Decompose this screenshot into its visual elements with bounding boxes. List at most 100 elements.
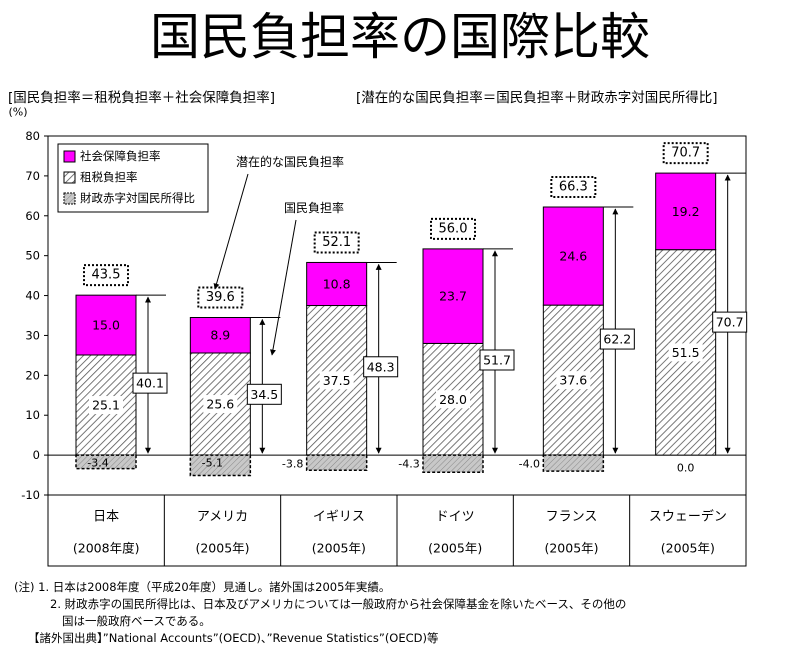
social-value-label: 24.6 [559,249,587,264]
bar-social-security [189,316,251,354]
tax-value-label: 37.5 [323,373,351,388]
category-label: フランス [546,510,598,525]
y-tick-label: 60 [25,209,40,223]
legend-label: 租税負担率 [80,170,138,184]
category-label: アメリカ [197,510,248,525]
note-1: (注) 1. 日本は2008年度（平成20年度）見通し。諸外国は2005年実績。 [14,580,391,594]
annotation-national-arrow [269,219,297,356]
legend-label: 社会保障負担率 [80,149,161,163]
national-burden-label-box [132,372,168,394]
deficit-value-label: -4.0 [519,458,540,471]
potential-burden-label-box [550,176,597,199]
potential-burden-label: 43.5 [92,268,121,283]
national-burden-label-box [712,311,748,333]
social-value-label: 15.0 [92,318,120,333]
note-2-cont: 国は一般政府ベースである。 [62,614,211,628]
potential-burden-label: 52.1 [322,235,351,250]
bar-social-security [75,294,137,356]
tax-label-bg [89,396,123,415]
y-tick-label: 10 [25,408,40,422]
deficit-value-label: -5.1 [202,457,223,470]
national-burden-label-box [363,356,399,378]
tax-value-label: 28.0 [439,392,467,407]
bar-deficit [422,454,484,474]
potential-burden-label-box [430,217,476,240]
bar-deficit [75,454,137,470]
bar-social-security [306,261,368,307]
y-tick-label: 70 [25,169,40,183]
potential-burden-label: 39.6 [206,290,235,305]
tax-label-bg [436,390,470,409]
tax-label-bg [203,395,238,414]
bar-social-security [422,248,484,344]
bar-social-security [542,206,604,306]
note-source: 【諸外国出典】”National Accounts”(OECD)、”Revenu… [28,631,439,645]
y-tick-label: 40 [25,289,40,303]
bar-deficit [189,454,252,477]
tax-value-label: 25.1 [92,398,120,413]
note-2: 2. 財政赤字の国民所得比は、日本及びアメリカについては一般政府から社会保障基金… [50,597,627,611]
potential-burden-label-box [197,286,244,309]
tax-label-bg [556,371,591,390]
national-burden-label: 40.1 [136,376,164,391]
category-label: ドイツ [436,510,475,525]
annotation-national: 国民負担率 [284,200,344,215]
potential-burden-label-box [662,142,709,165]
category-year-label: (2005年) [312,541,366,556]
deficit-value-label: -3.8 [282,458,303,471]
national-burden-label: 62.2 [603,332,631,347]
potential-burden-label-box [313,231,360,254]
y-tick-label: 80 [25,129,40,143]
y-tick-label: 50 [25,249,40,263]
category-year-label: (2005年) [544,541,598,556]
national-burden-label-box [246,383,282,405]
bar-deficit [305,454,368,472]
legend-swatch [63,150,76,163]
tax-value-label: 51.5 [672,345,700,360]
annotation-potential: 潜在的な国民負担率 [236,154,344,169]
social-value-label: 19.2 [672,204,700,219]
legend-swatch [63,171,76,184]
national-burden-label: 70.7 [716,315,744,330]
category-label: イギリス [313,510,365,525]
notes: (注) 1. 日本は2008年度（平成20年度）見通し。諸外国は2005年実績。… [14,579,626,647]
national-burden-label-box [599,328,635,350]
y-axis-unit: (%) [8,106,27,119]
bar-social-security [655,172,717,251]
potential-burden-label-box [83,264,129,287]
bar-deficit [542,454,605,472]
potential-burden-label: 56.0 [439,221,468,236]
subtitle-left: [国民負担率＝租税負担率＋社会保障負担率] [8,90,276,106]
national-burden-label: 48.3 [367,359,395,374]
tax-value-label: 25.6 [206,397,234,412]
category-label: スウェーデン [649,509,727,525]
page-title: 国民負担率の国際比較 [150,8,650,66]
deficit-value-label: 0.0 [677,462,695,475]
y-tick-label: 20 [25,368,40,382]
category-year-label: (2008年度) [73,541,140,556]
potential-burden-label: 70.7 [671,146,700,161]
legend-swatch [63,192,76,205]
y-tick-label: 0 [33,448,40,462]
potential-burden-label: 66.3 [559,180,588,195]
category-year-label: (2005年) [661,541,715,556]
social-value-label: 23.7 [439,289,467,304]
social-value-label: 8.9 [210,328,230,343]
national-burden-label: 51.7 [483,352,511,367]
annotation-potential-arrow [213,173,249,290]
legend-label: 財政赤字対国民所得比 [80,191,195,205]
tax-value-label: 37.6 [559,373,587,388]
y-tick-label: 30 [25,328,40,342]
category-year-label: (2005年) [195,541,249,556]
tax-label-bg [319,371,354,390]
category-year-label: (2005年) [428,541,482,556]
category-label: 日本 [93,510,119,525]
tax-label-bg [668,343,703,362]
national-burden-label-box [479,349,515,371]
national-burden-label: 34.5 [250,387,278,402]
y-tick-label: -10 [21,488,40,502]
deficit-value-label: -4.3 [398,458,419,471]
subtitle-right: [潜在的な国民負担率＝国民負担率＋財政赤字対国民所得比] [356,90,718,106]
legend-box [57,143,209,213]
